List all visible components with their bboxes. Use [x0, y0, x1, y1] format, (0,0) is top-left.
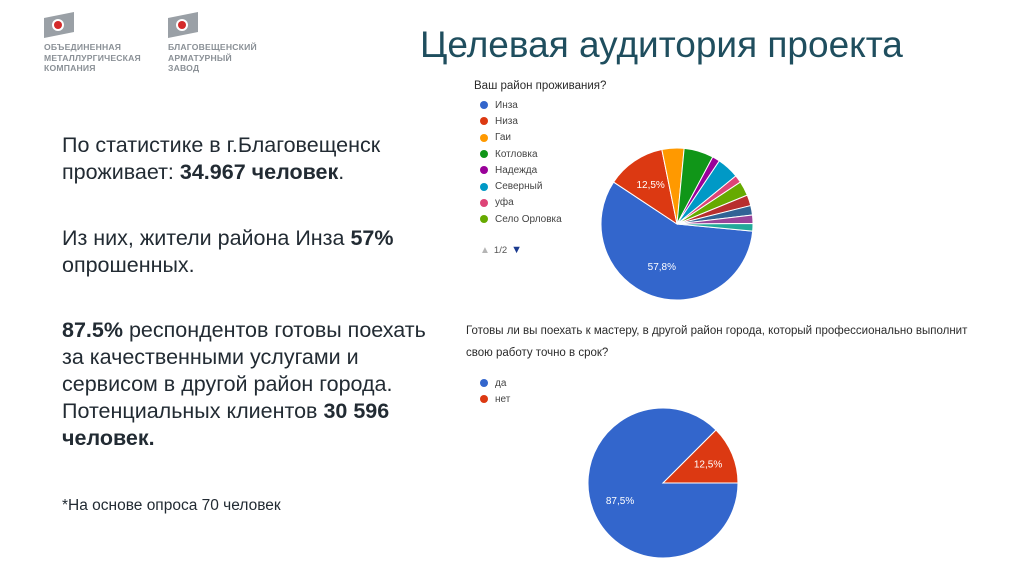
chart-2-title: Готовы ли вы поехать к мастеру, в другой… [466, 325, 968, 359]
chart-1-legend-item: Инза [480, 97, 562, 113]
chart-2-legend: да нет [480, 375, 510, 408]
baz-logo: БЛАГОВЕЩЕНСКИЙ АРМАТУРНЫЙ ЗАВОД [168, 12, 257, 74]
omk-logo-line-2: МЕТАЛЛУРГИЧЕСКАЯ [44, 52, 141, 63]
chart-1-legend: Инза Низа Гаи Котловка Надежда Северный уфа Сел… [480, 97, 562, 227]
omk-logo-line-3: КОМПАНИЯ [44, 63, 96, 73]
respondents-text: респондентов готовы поехать за качествен… [62, 318, 426, 423]
survey-note: *На основе опроса 70 человек [62, 497, 281, 514]
legend-dot-icon [480, 198, 488, 207]
inza-paragraph: Из них, жители района Инза 57% опрошенны… [62, 225, 442, 279]
chart-1-legend-label: Надежда [495, 164, 538, 176]
chart-2-slice [661, 429, 739, 484]
chart-1-legend-label: Низа [495, 115, 518, 127]
chart-2-legend-label: да [495, 377, 507, 389]
legend-dot-icon [480, 215, 488, 224]
chart-1-title: Ваш район проживания? [474, 80, 607, 92]
legend-dot-icon [480, 166, 488, 175]
chart-1-legend-item: Низа [480, 113, 562, 129]
omk-logo: ОБЪЕДИНЕННАЯ МЕТАЛЛУРГИЧЕСКАЯ КОМПАНИЯ [44, 12, 141, 74]
chart-2-legend-item: нет [480, 391, 510, 407]
legend-dot-icon [480, 150, 488, 159]
omk-logo-line-1: ОБЪЕДИНЕННАЯ [44, 42, 122, 52]
chart-1-legend-label: Гаи [495, 132, 512, 144]
respondents-value: 87.5% [62, 318, 123, 342]
page-title: Целевая аудитория проекта [420, 24, 903, 65]
chart-1-pie: 57,8% 12,5% [600, 147, 754, 301]
chart-1-legend-label: Северный [495, 181, 543, 193]
legend-dot-icon [480, 133, 488, 142]
clients-value: 30 596 человек. [62, 399, 390, 450]
legend-dot-icon [480, 101, 488, 110]
pager-label: 1/2 [493, 244, 508, 256]
chart-1-legend-item: Село Орловка [480, 211, 562, 227]
baz-logo-icon [168, 12, 198, 38]
population-text: По статистике в г.Благовещенск проживает… [62, 133, 381, 184]
legend-dot-icon [480, 379, 488, 388]
chart-1-legend-item: Гаи [480, 130, 562, 146]
chart-1-legend-label: Котловка [495, 148, 538, 160]
baz-logo-line-1: БЛАГОВЕЩЕНСКИЙ [168, 42, 257, 52]
chart-1-slice [600, 181, 754, 301]
chart-2-legend-item: да [480, 375, 510, 391]
legend-dot-icon [480, 395, 488, 404]
chart-1-legend-item: Надежда [480, 162, 562, 178]
omk-logo-icon [44, 12, 74, 38]
chart-2-legend-label: нет [495, 393, 511, 405]
chart-1-legend-label: уфа [495, 197, 514, 209]
inza-text-end: опрошенных. [62, 253, 195, 277]
chart-2-data-label: 12,5% [694, 459, 722, 470]
chart-2-data-label: 87,5% [606, 496, 634, 507]
baz-logo-line-2: АРМАТУРНЫЙ [168, 52, 232, 63]
chart-1-legend-item: уфа [480, 195, 562, 211]
chart-1-legend-label: Инза [495, 99, 518, 111]
chart-1-slice [612, 148, 678, 226]
pager-down-icon[interactable]: ▼ [511, 244, 523, 256]
baz-logo-line-3: ЗАВОД [168, 63, 200, 73]
population-paragraph: По статистике в г.Благовещенск проживает… [62, 132, 442, 186]
chart-1-legend-item: Котловка [480, 146, 562, 162]
population-text-end: . [338, 160, 345, 184]
chart-1-slice [676, 223, 754, 232]
legend-dot-icon [480, 182, 488, 191]
chart-1-legend-item: Северный [480, 178, 562, 194]
chart-2-pie: 87,5% 12,5% [587, 407, 739, 559]
inza-text: Из них, жители района Инза [62, 226, 351, 250]
population-value: 34.967 человек [179, 160, 339, 184]
inza-value: 57% [350, 226, 394, 250]
chart-1-data-label: 57,8% [648, 262, 676, 273]
chart-1-data-label: 12,5% [636, 180, 664, 191]
pager-up-icon[interactable]: ▲ [480, 244, 490, 256]
legend-pager: ▲ 1/2 ▼ [480, 244, 522, 256]
respondents-paragraph: 87.5% респондентов готовы поехать за кач… [62, 317, 442, 452]
legend-dot-icon [480, 117, 488, 126]
chart-1-legend-label: Село Орловка [495, 213, 562, 225]
